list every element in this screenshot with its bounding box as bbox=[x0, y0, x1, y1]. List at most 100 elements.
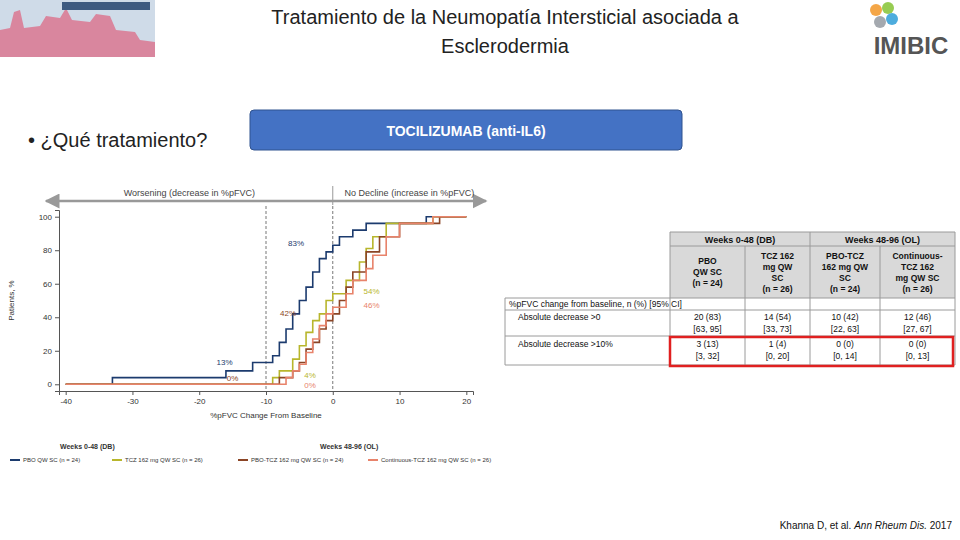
table-cell: [0, 13] bbox=[906, 351, 930, 361]
x-tick-label: -20 bbox=[194, 397, 206, 406]
x-tick: -20 bbox=[194, 391, 206, 406]
y-tick: 20 bbox=[43, 347, 59, 356]
direction-label: Worsening (decrease in %pFVC) bbox=[124, 188, 255, 198]
conference-logo bbox=[0, 0, 155, 57]
logo-skyline bbox=[0, 8, 155, 57]
legend-entry: Continuous-TCZ 162 mg QW SC (n = 26) bbox=[381, 457, 491, 463]
x-tick-mark bbox=[333, 391, 334, 395]
direction-divider bbox=[332, 186, 333, 205]
column-header: PBO-TCZ bbox=[826, 251, 864, 261]
column-header: (n = 26) bbox=[903, 284, 933, 294]
x-tick: -30 bbox=[127, 391, 139, 406]
institution-logo: IMIBIC bbox=[870, 2, 948, 59]
logo-dot bbox=[882, 2, 894, 14]
button-label: TOCILIZUMAB (anti-IL6) bbox=[386, 123, 545, 139]
table-cell: 10 (42) bbox=[832, 312, 859, 322]
table-cell: [3, 32] bbox=[696, 351, 720, 361]
y-axis: 0 20 40 60 80 100 bbox=[39, 211, 60, 392]
row-label: Absolute decrease >10% bbox=[518, 339, 613, 349]
logo-dot bbox=[870, 4, 882, 16]
x-tick-mark bbox=[66, 391, 67, 395]
series-line bbox=[66, 217, 467, 385]
y-tick-label: 100 bbox=[39, 213, 53, 222]
x-tick-mark bbox=[466, 391, 467, 395]
logo-banner bbox=[62, 2, 150, 10]
table-cell: 1 (4) bbox=[769, 339, 787, 349]
column-header: (n = 24) bbox=[693, 278, 723, 288]
x-axis-title: %pFVC Change From Baseline bbox=[210, 411, 322, 420]
annotation: 54% bbox=[363, 287, 379, 296]
y-axis-title: Patients, % bbox=[7, 280, 16, 320]
x-tick-label: -30 bbox=[127, 397, 139, 406]
citation-part: Ann Rheum Dis. bbox=[853, 520, 927, 531]
y-tick: 100 bbox=[39, 213, 59, 222]
column-header: (n = 24) bbox=[830, 284, 860, 294]
slide: IMIBIC Tratamiento de la Neumopatía Inter… bbox=[0, 0, 960, 540]
y-tick-mark bbox=[55, 317, 59, 318]
table-cell: [22, 63] bbox=[831, 324, 859, 334]
table: Weeks 0-48 (DB)Weeks 48-96 (OL)PBOQW SC(… bbox=[505, 232, 955, 366]
legend: Weeks 0-48 (DB)Weeks 48-96 (OL)PBO QW SC… bbox=[10, 443, 491, 463]
x-tick: -10 bbox=[261, 391, 273, 406]
table-rule bbox=[505, 298, 506, 365]
legend-swatch bbox=[368, 459, 378, 461]
column-header: 162 mg QW bbox=[822, 262, 869, 272]
direction-arrow bbox=[46, 200, 486, 203]
y-tick: 60 bbox=[43, 280, 59, 289]
legend-entry: TCZ 162 mg QW SC (n = 26) bbox=[125, 457, 203, 463]
series-line bbox=[66, 217, 467, 385]
plot-area bbox=[66, 206, 467, 391]
y-tick: 80 bbox=[43, 246, 59, 255]
group-header: Weeks 48-96 (OL) bbox=[845, 235, 920, 245]
column-header: TCZ 162 bbox=[901, 262, 934, 272]
y-tick-label: 80 bbox=[43, 246, 52, 255]
column-header: (n = 26) bbox=[763, 284, 793, 294]
x-axis: -40 -30 -20 -10 0 10 20 bbox=[60, 391, 474, 406]
title: Tratamiento de la Neumopatía Intersticia… bbox=[271, 6, 739, 28]
y-tick-mark bbox=[55, 250, 59, 251]
bullet: • ¿Qué tratamiento? bbox=[28, 129, 207, 151]
column-header: mg QW SC bbox=[896, 273, 940, 283]
column-header: SC bbox=[772, 273, 784, 283]
x-tick-label: 10 bbox=[396, 397, 405, 406]
title: Esclerodermia bbox=[441, 35, 570, 57]
table-cell: [33, 73] bbox=[763, 324, 791, 334]
x-axis-line bbox=[60, 392, 474, 396]
logo-text: IMIBIC bbox=[874, 32, 949, 59]
y-tick-label: 40 bbox=[43, 313, 52, 322]
x-tick-label: 20 bbox=[462, 397, 471, 406]
logo-dot bbox=[874, 16, 886, 28]
table-header-background bbox=[670, 232, 955, 298]
column-header: mg QW bbox=[763, 262, 794, 272]
legend-title: Weeks 0-48 (DB) bbox=[60, 443, 115, 451]
x-tick: 20 bbox=[462, 391, 471, 406]
table-rule bbox=[505, 310, 955, 311]
y-axis-line bbox=[55, 211, 60, 392]
table-rule bbox=[670, 246, 955, 247]
legend-entry: PBO-TCZ 162 mg QW SC (n = 24) bbox=[251, 457, 344, 463]
citation: Khanna D, et al. Ann Rheum Dis. 2017 bbox=[780, 520, 953, 531]
y-tick-label: 0 bbox=[48, 380, 53, 389]
series-line bbox=[66, 217, 467, 385]
table-cell: 0 (0) bbox=[836, 339, 854, 349]
column-header: SC bbox=[839, 273, 851, 283]
button-box bbox=[250, 110, 682, 150]
legend-swatch bbox=[238, 459, 248, 461]
y-tick: 40 bbox=[43, 313, 59, 322]
x-tick-mark bbox=[199, 391, 200, 395]
row-label: Absolute decrease >0 bbox=[518, 312, 601, 322]
legend-swatch bbox=[112, 459, 122, 461]
table-cell: 3 (13) bbox=[696, 339, 718, 349]
table-cell: [0, 14] bbox=[833, 351, 857, 361]
table-cell: [0, 20] bbox=[766, 351, 790, 361]
direction-label: No Decline (increase in %pFVC) bbox=[345, 188, 475, 198]
column-header: QW SC bbox=[693, 267, 722, 277]
table-cell: 12 (46) bbox=[904, 312, 931, 322]
logo-background bbox=[0, 0, 155, 57]
highlight-box bbox=[670, 337, 953, 366]
x-tick: 0 bbox=[331, 391, 336, 406]
x-tick-label: -40 bbox=[60, 397, 72, 406]
logo-dot bbox=[886, 13, 898, 25]
x-tick: 10 bbox=[396, 391, 405, 406]
citation-part: 2017 bbox=[927, 520, 952, 531]
